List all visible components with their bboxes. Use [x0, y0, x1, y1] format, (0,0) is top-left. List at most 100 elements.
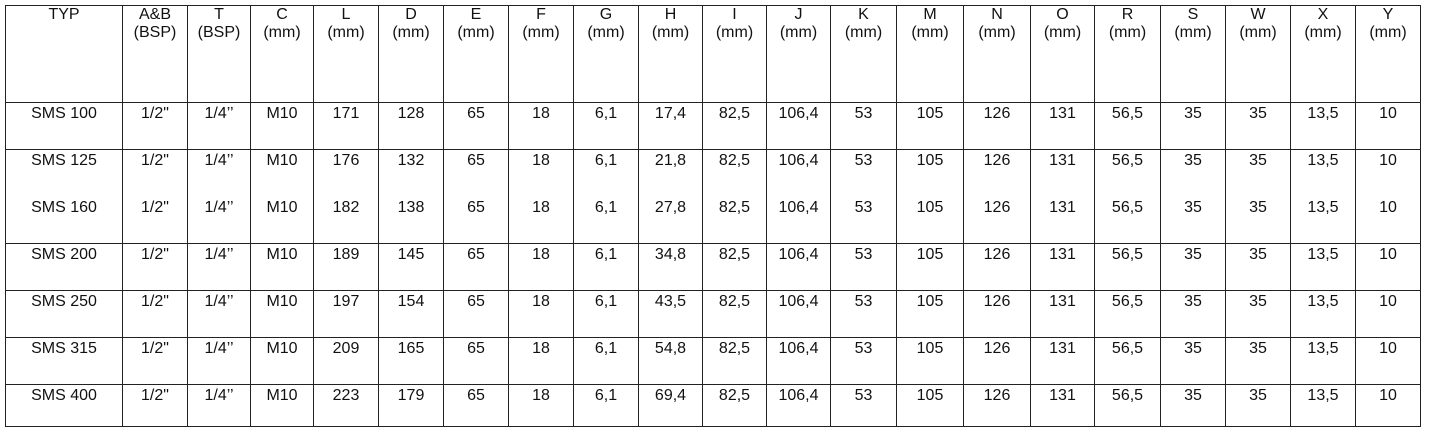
table-cell: 1/4’’ [187, 384, 251, 427]
header-cell: H (mm) [638, 5, 703, 103]
table-cell: 18 [508, 149, 574, 197]
table-cell: 10 [1355, 290, 1421, 338]
column-unit: (mm) [651, 24, 690, 41]
column-unit: (mm) [911, 24, 949, 41]
table-cell: 6,1 [573, 196, 639, 244]
table-cell: 106,4 [766, 243, 831, 291]
table-cell: SMS 315 [5, 337, 123, 385]
column-name: Y [1382, 6, 1394, 23]
table-cell: 176 [313, 149, 379, 197]
table-cell: 18 [508, 243, 574, 291]
table-cell: 35 [1160, 337, 1226, 385]
table-cell: SMS 125 [5, 149, 123, 197]
table-cell: 35 [1225, 337, 1291, 385]
table-cell: 154 [378, 290, 444, 338]
table-cell: 53 [830, 196, 897, 244]
table-cell: 182 [313, 196, 379, 244]
table-cell: 131 [1030, 337, 1095, 385]
table-cell: 126 [963, 243, 1031, 291]
table-cell: 105 [896, 149, 964, 197]
table-cell: 13,5 [1290, 243, 1356, 291]
column-unit: (mm) [392, 24, 430, 41]
table-cell: 17,4 [638, 102, 703, 150]
column-name: W [1250, 6, 1266, 23]
table-cell: 65 [443, 337, 509, 385]
column-unit: (mm) [1108, 24, 1147, 41]
column-name: F [536, 6, 546, 23]
table-cell: 105 [896, 196, 964, 244]
table-cell: 82,5 [702, 102, 767, 150]
table-cell: 1/4’’ [187, 102, 251, 150]
header-cell: E (mm) [443, 5, 509, 103]
table-cell: 65 [443, 243, 509, 291]
table-cell: SMS 250 [5, 290, 123, 338]
header-cell: D (mm) [378, 5, 444, 103]
header-cell: R (mm) [1094, 5, 1161, 103]
column-name: K [858, 6, 869, 23]
header-cell: T (BSP) [187, 5, 251, 103]
column-name: C [276, 6, 288, 23]
table-cell: 35 [1160, 102, 1226, 150]
table-cell: 6,1 [573, 243, 639, 291]
table-cell: 131 [1030, 149, 1095, 197]
table-cell: 35 [1160, 243, 1226, 291]
table-cell: 106,4 [766, 149, 831, 197]
table-cell: 131 [1030, 102, 1095, 150]
column-unit: (mm) [1304, 24, 1342, 41]
table-cell: 56,5 [1094, 290, 1161, 338]
table-cell: 65 [443, 102, 509, 150]
table-cell: 35 [1160, 196, 1226, 244]
table-cell: 34,8 [638, 243, 703, 291]
table-cell: 82,5 [702, 290, 767, 338]
column-name: N [991, 6, 1003, 23]
table-cell: 21,8 [638, 149, 703, 197]
table-cell: 35 [1225, 243, 1291, 291]
table-cell: 53 [830, 337, 897, 385]
header-cell: O (mm) [1030, 5, 1095, 103]
table-cell: 1/2" [122, 149, 188, 197]
table-cell: M10 [250, 243, 314, 291]
table-cell: 56,5 [1094, 384, 1161, 427]
table-cell: 6,1 [573, 102, 639, 150]
table-cell: 56,5 [1094, 196, 1161, 244]
table-cell: 197 [313, 290, 379, 338]
table-cell: 82,5 [702, 337, 767, 385]
header-cell: G (mm) [573, 5, 639, 103]
table-cell: 106,4 [766, 290, 831, 338]
column-name: O [1056, 6, 1069, 23]
column-unit: (mm) [779, 24, 818, 41]
table-cell: 69,4 [638, 384, 703, 427]
table-cell: 1/4’’ [187, 290, 251, 338]
column-unit: (mm) [1369, 24, 1407, 41]
header-cell: L (mm) [313, 5, 379, 103]
table-cell: M10 [250, 337, 314, 385]
table-row: SMS 400 1/2" 1/4’’ M10 223 179 65 18 6,1 69,4 82,5… [5, 384, 1421, 427]
header-row: TYP A&B (BSP) T (BSP) C (mm) L (mm) D (mm) E (mm) F (m… [5, 5, 1421, 103]
header-cell: M (mm) [896, 5, 964, 103]
table-cell: M10 [250, 290, 314, 338]
column-name: X [1317, 6, 1329, 23]
column-name: G [599, 6, 613, 23]
spec-table: TYP A&B (BSP) T (BSP) C (mm) L (mm) D (mm) E (mm) F (m… [5, 5, 1421, 427]
table-cell: SMS 200 [5, 243, 123, 291]
table-cell: 13,5 [1290, 290, 1356, 338]
table-cell: 53 [830, 102, 897, 150]
table-cell: 131 [1030, 196, 1095, 244]
column-name: I [732, 6, 737, 23]
table-cell: 35 [1160, 149, 1226, 197]
table-row: SMS 315 1/2" 1/4’’ M10 209 165 65 18 6,1 54,8 82,5… [5, 337, 1421, 385]
table-cell: 105 [896, 290, 964, 338]
table-cell: 126 [963, 196, 1031, 244]
table-cell: 53 [830, 149, 897, 197]
table-row: SMS 125 1/2" 1/4’’ M10 176 132 65 18 6,1 21,8 82,5… [5, 149, 1421, 197]
header-cell: N (mm) [963, 5, 1031, 103]
table-cell: 10 [1355, 196, 1421, 244]
table-cell: 1/4’’ [187, 337, 251, 385]
table-cell: 105 [896, 102, 964, 150]
table-cell: 106,4 [766, 384, 831, 427]
table-cell: 65 [443, 384, 509, 427]
header-cell: C (mm) [250, 5, 314, 103]
table-cell: 82,5 [702, 384, 767, 427]
table-cell: 126 [963, 102, 1031, 150]
column-name: S [1187, 6, 1199, 23]
